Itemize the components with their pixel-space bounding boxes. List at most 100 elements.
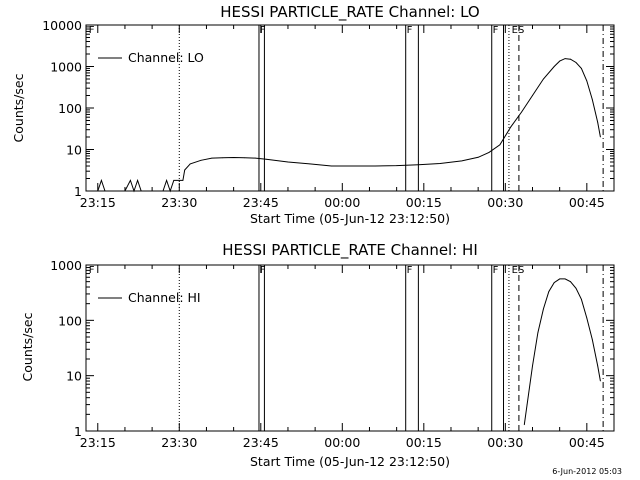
- chart-title-lo: HESSI PARTICLE_RATE Channel: LO: [220, 3, 479, 22]
- data-point: [130, 180, 131, 181]
- data-point: [244, 157, 245, 159]
- series-lo: [86, 58, 601, 193]
- flag-label: F: [493, 265, 499, 276]
- data-point: [586, 317, 588, 319]
- plot-frame-lo: [85, 24, 615, 192]
- data-point: [526, 404, 528, 405]
- data-point: [255, 157, 256, 159]
- y-tick-labels-lo: 1 10 100 1000 10000: [42, 18, 82, 199]
- data-point: [597, 122, 599, 123]
- x-tick-label: 00:15: [406, 435, 442, 450]
- data-point: [553, 66, 555, 67]
- flag-label: ES: [512, 265, 525, 276]
- data-point: [564, 278, 566, 280]
- x-tick-label: 23:45: [243, 195, 279, 210]
- x-tick-label: 23:15: [80, 195, 116, 210]
- data-point: [597, 365, 599, 367]
- x-tick-label: 23:30: [161, 435, 197, 450]
- x-tick-label: 00:30: [487, 435, 523, 450]
- data-point: [564, 58, 566, 59]
- y-axis-label-hi: Counts/sec: [20, 312, 35, 381]
- data-point: [461, 160, 463, 162]
- data-point: [537, 332, 539, 333]
- data-point: [600, 380, 601, 382]
- y-tick-labels-hi: 1 10 100 1000: [50, 258, 82, 439]
- flag-label: F: [89, 265, 95, 276]
- data-point: [101, 180, 102, 181]
- data-point: [499, 144, 501, 146]
- data-point: [575, 287, 577, 289]
- data-point: [309, 163, 311, 165]
- data-point: [477, 156, 479, 158]
- data-point: [331, 165, 332, 167]
- flag-lines-hi: [178, 265, 604, 431]
- x-tick-label: 00:00: [324, 195, 360, 210]
- series-hi: [523, 278, 601, 426]
- y-tick-label: 1000: [50, 258, 82, 273]
- x-tick-label: 00:15: [406, 195, 442, 210]
- data-point: [586, 80, 588, 82]
- y-tick-label: 10: [66, 369, 82, 384]
- data-point: [559, 60, 561, 62]
- data-point: [581, 68, 582, 69]
- plot-frame-hi: [85, 264, 615, 432]
- x-tick-label: 23:30: [161, 195, 197, 210]
- y-tick-label: 10: [66, 143, 82, 158]
- chart-panel-hi: HESSI PARTICLE_RATE Channel: HI Start Ti…: [20, 241, 615, 469]
- chart-panel-lo: HESSI PARTICLE_RATE Channel: LO Start Ti…: [11, 3, 615, 226]
- data-point: [137, 180, 139, 181]
- legend-label-hi: Channel: HI: [128, 290, 201, 305]
- data-point: [287, 161, 289, 163]
- data-point: [523, 424, 525, 426]
- data-point: [222, 157, 224, 159]
- legend-lo: Channel: LO: [98, 50, 204, 65]
- data-point: [521, 111, 522, 113]
- y-tick-label: 1: [74, 424, 82, 439]
- data-point: [581, 298, 582, 300]
- y-tick-label: 10000: [42, 18, 82, 33]
- data-point: [439, 163, 441, 164]
- y-tick-label: 1000: [50, 60, 82, 75]
- flag-labels-hi: F F F F ES: [89, 265, 525, 276]
- flag-label: F: [260, 25, 266, 36]
- x-tick-label: 23:45: [243, 435, 279, 450]
- data-point: [570, 281, 571, 283]
- data-point: [543, 308, 544, 310]
- data-point: [166, 180, 168, 181]
- data-point: [510, 126, 512, 128]
- x-axis-label-hi: Start Time (05-Jun-12 23:12:50): [250, 454, 450, 469]
- chart-title-hi: HESSI PARTICLE_RATE Channel: HI: [222, 241, 478, 260]
- axis-ticks-hi: [86, 264, 615, 432]
- flag-label: F: [260, 265, 266, 276]
- x-tick-label: 00:00: [324, 435, 360, 450]
- data-point: [548, 291, 550, 292]
- data-point: [352, 165, 354, 167]
- legend-hi: Channel: HI: [98, 290, 201, 305]
- x-tick-labels-hi: 23:15 23:30 23:45 00:00 00:15 00:30 00:45: [80, 435, 605, 450]
- y-axis-label-lo: Counts/sec: [11, 73, 26, 142]
- series-line: [523, 278, 601, 425]
- data-point: [265, 158, 267, 160]
- flag-label: F: [407, 25, 413, 36]
- flag-labels-lo: F F F F ES: [89, 25, 525, 36]
- data-point: [488, 152, 490, 153]
- data-point: [575, 62, 577, 63]
- data-point: [600, 136, 601, 138]
- data-point: [553, 282, 555, 283]
- data-point: [591, 339, 593, 340]
- data-point: [532, 365, 533, 367]
- data-point: [543, 78, 544, 80]
- y-tick-label: 100: [58, 313, 82, 328]
- data-point: [570, 58, 571, 60]
- data-point: [396, 165, 397, 167]
- y-tick-label: 1: [74, 184, 82, 199]
- x-tick-label: 23:15: [80, 435, 116, 450]
- x-tick-labels-lo: 23:15 23:30 23:45 00:00 00:15 00:30 00:45: [80, 195, 605, 210]
- data-point: [374, 165, 376, 167]
- footer-timestamp: 6-Jun-2012 05:03: [552, 467, 622, 476]
- data-point: [173, 180, 175, 181]
- x-tick-label: 00:30: [487, 195, 523, 210]
- data-point: [211, 157, 213, 159]
